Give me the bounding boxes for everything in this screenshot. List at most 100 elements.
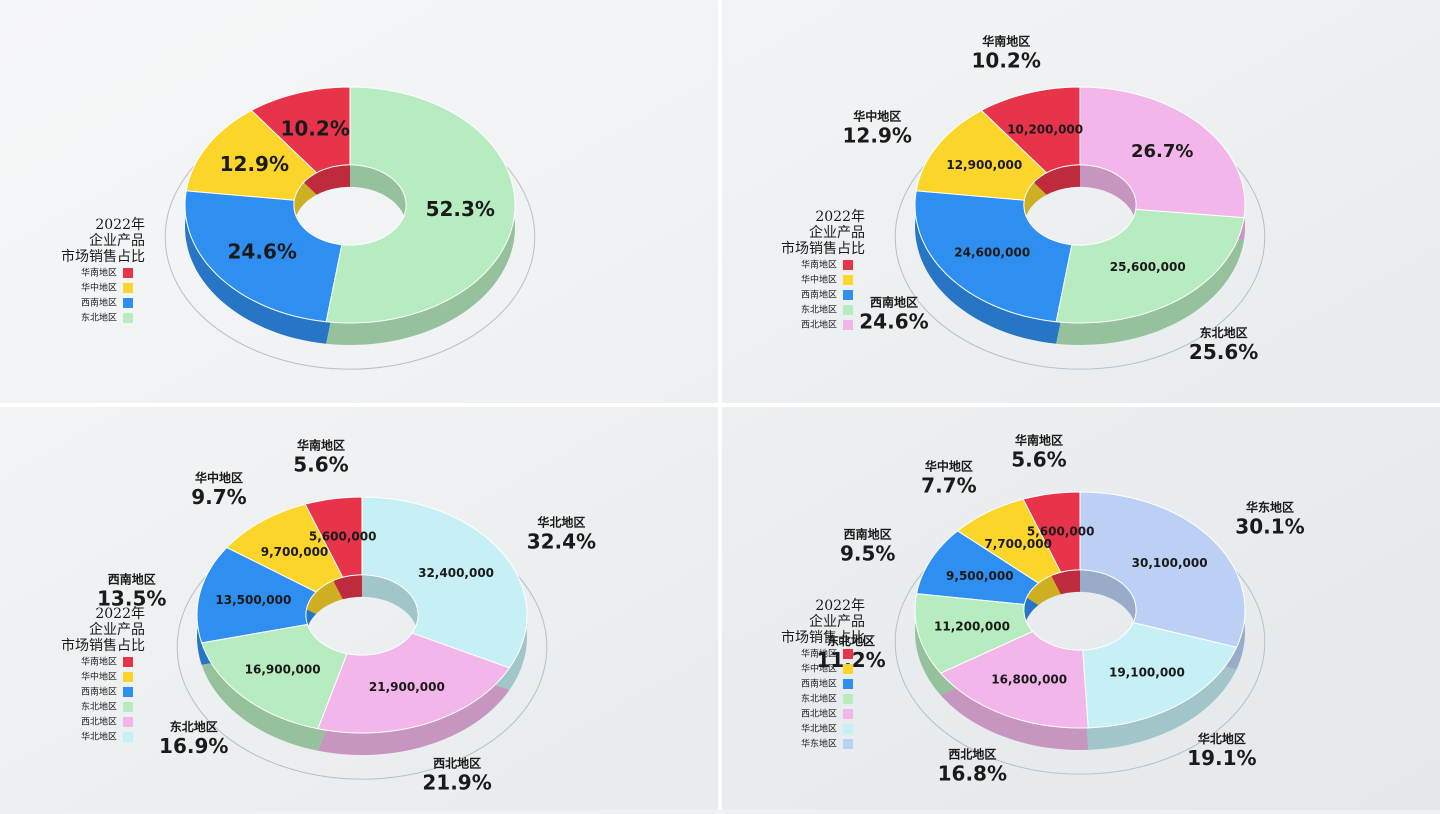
title-line: 企业产品 (89, 621, 145, 638)
legend-label: 华中地区 (801, 274, 837, 286)
legend-label: 华南地区 (801, 259, 837, 271)
legend-label: 西南地区 (81, 297, 117, 309)
slice-amount: 5,600,000 (309, 530, 377, 544)
legend-swatch (843, 724, 853, 734)
region-name: 西南地区 (108, 572, 156, 587)
legend-label: 华中地区 (81, 282, 117, 294)
legend-swatch (843, 664, 853, 674)
region-name: 华南地区 (982, 33, 1030, 48)
slice (1079, 86, 1246, 219)
legend-label: 西南地区 (801, 678, 837, 690)
slice-amount: 12,900,000 (946, 158, 1022, 172)
legend-swatch (123, 702, 133, 712)
region-percent: 32.4% (527, 530, 596, 554)
legend-swatch (123, 717, 133, 727)
region-percent: 5.6% (293, 453, 348, 477)
region-percent: 16.9% (159, 734, 228, 758)
slice-amount: 5,600,000 (1027, 525, 1095, 539)
region-name: 东北地区 (827, 633, 875, 648)
slice-percent: 12.9% (220, 152, 289, 176)
legend-label: 华中地区 (81, 671, 117, 683)
title-line: 2022年 (815, 209, 865, 225)
region-name: 华北地区 (537, 515, 585, 530)
slice (325, 86, 516, 324)
legend-label: 西北地区 (801, 319, 837, 331)
legend-label: 西北地区 (801, 708, 837, 720)
legend-swatch (123, 672, 133, 682)
chart-panel: 5,600,000华南地区5.6%7,700,000华中地区7.7%9,500,… (781, 433, 1305, 786)
legend-label: 华南地区 (81, 267, 117, 279)
legend-swatch (123, 283, 133, 293)
chart-panel: 10,200,000华南地区10.2%12,900,000华中地区12.9%24… (781, 33, 1266, 370)
legend-label: 西南地区 (801, 289, 837, 301)
region-name: 华中地区 (853, 109, 901, 124)
slice-amount: 25,600,000 (1110, 260, 1186, 274)
region-percent: 12.9% (843, 124, 912, 148)
legend-swatch (843, 260, 853, 270)
legend-label: 华东地区 (801, 738, 837, 750)
region-percent: 19.1% (1187, 746, 1256, 770)
slice-amount: 19,100,000 (1109, 665, 1185, 679)
slice-percent: 10.2% (280, 116, 349, 140)
slice-amount: 30,100,000 (1132, 556, 1208, 570)
legend-label: 华中地区 (801, 663, 837, 675)
title-line: 市场销售占比 (61, 637, 145, 654)
slice-amount: 32,400,000 (418, 566, 494, 580)
title-line: 市场销售占比 (61, 248, 145, 265)
legend-label: 华南地区 (801, 648, 837, 660)
region-name: 西南地区 (870, 294, 918, 309)
legend-swatch (123, 268, 133, 278)
region-percent: 13.5% (97, 587, 166, 611)
legend-swatch (123, 732, 133, 742)
legend-swatch (123, 298, 133, 308)
legend-swatch (843, 709, 853, 719)
slice (361, 496, 528, 669)
region-percent: 9.5% (840, 542, 895, 566)
title-line: 2022年 (95, 217, 145, 233)
region-percent: 21.9% (422, 771, 491, 795)
region-name: 东北地区 (170, 719, 218, 734)
legend-swatch (843, 290, 853, 300)
legend-label: 东北地区 (81, 701, 117, 713)
region-name: 东北地区 (1200, 325, 1248, 340)
legend-label: 东北地区 (801, 693, 837, 705)
region-name: 华中地区 (195, 470, 243, 485)
slice-amount: 10,200,000 (1007, 122, 1083, 136)
legend-label: 西南地区 (81, 686, 117, 698)
slice-amount: 9,500,000 (946, 569, 1014, 583)
slice-amount: 9,700,000 (261, 545, 329, 559)
region-name: 华北地区 (1198, 731, 1246, 746)
title-line: 企业产品 (89, 232, 145, 249)
legend-swatch (123, 657, 133, 667)
slice-percent: 52.3% (426, 197, 495, 221)
region-percent: 7.7% (921, 474, 976, 498)
legend-swatch (843, 305, 853, 315)
region-name: 西北地区 (948, 746, 996, 761)
legend-swatch (843, 694, 853, 704)
chart-panel: 10.2% 12.9% 24.6% 52.3% 2022年企业产品市场销售占比华南地区华… (61, 86, 536, 370)
region-name: 华南地区 (1015, 433, 1063, 448)
slice-amount: 24,600,000 (954, 246, 1030, 260)
title-line: 市场销售占比 (781, 629, 865, 646)
slice (1079, 491, 1246, 648)
region-name: 西北地区 (433, 756, 481, 771)
legend-swatch (123, 313, 133, 323)
slice-amount: 7,700,000 (984, 537, 1052, 551)
legend-label: 西北地区 (81, 716, 117, 728)
legend-swatch (843, 275, 853, 285)
title-line: 市场销售占比 (781, 240, 865, 257)
slice-amount: 16,800,000 (991, 673, 1067, 687)
region-percent: 30.1% (1235, 514, 1304, 538)
title-line: 企业产品 (809, 613, 865, 630)
region-name: 华南地区 (297, 438, 345, 453)
region-name: 华中地区 (925, 459, 973, 474)
slice-amount: 11,200,000 (934, 619, 1010, 633)
title-line: 2022年 (95, 606, 145, 622)
region-percent: 25.6% (1189, 340, 1258, 364)
region-percent: 16.8% (938, 761, 1007, 785)
slice-percent: 26.7% (1131, 141, 1193, 162)
title-line: 企业产品 (809, 224, 865, 241)
region-percent: 5.6% (1011, 448, 1066, 472)
region-name: 西南地区 (844, 527, 892, 542)
